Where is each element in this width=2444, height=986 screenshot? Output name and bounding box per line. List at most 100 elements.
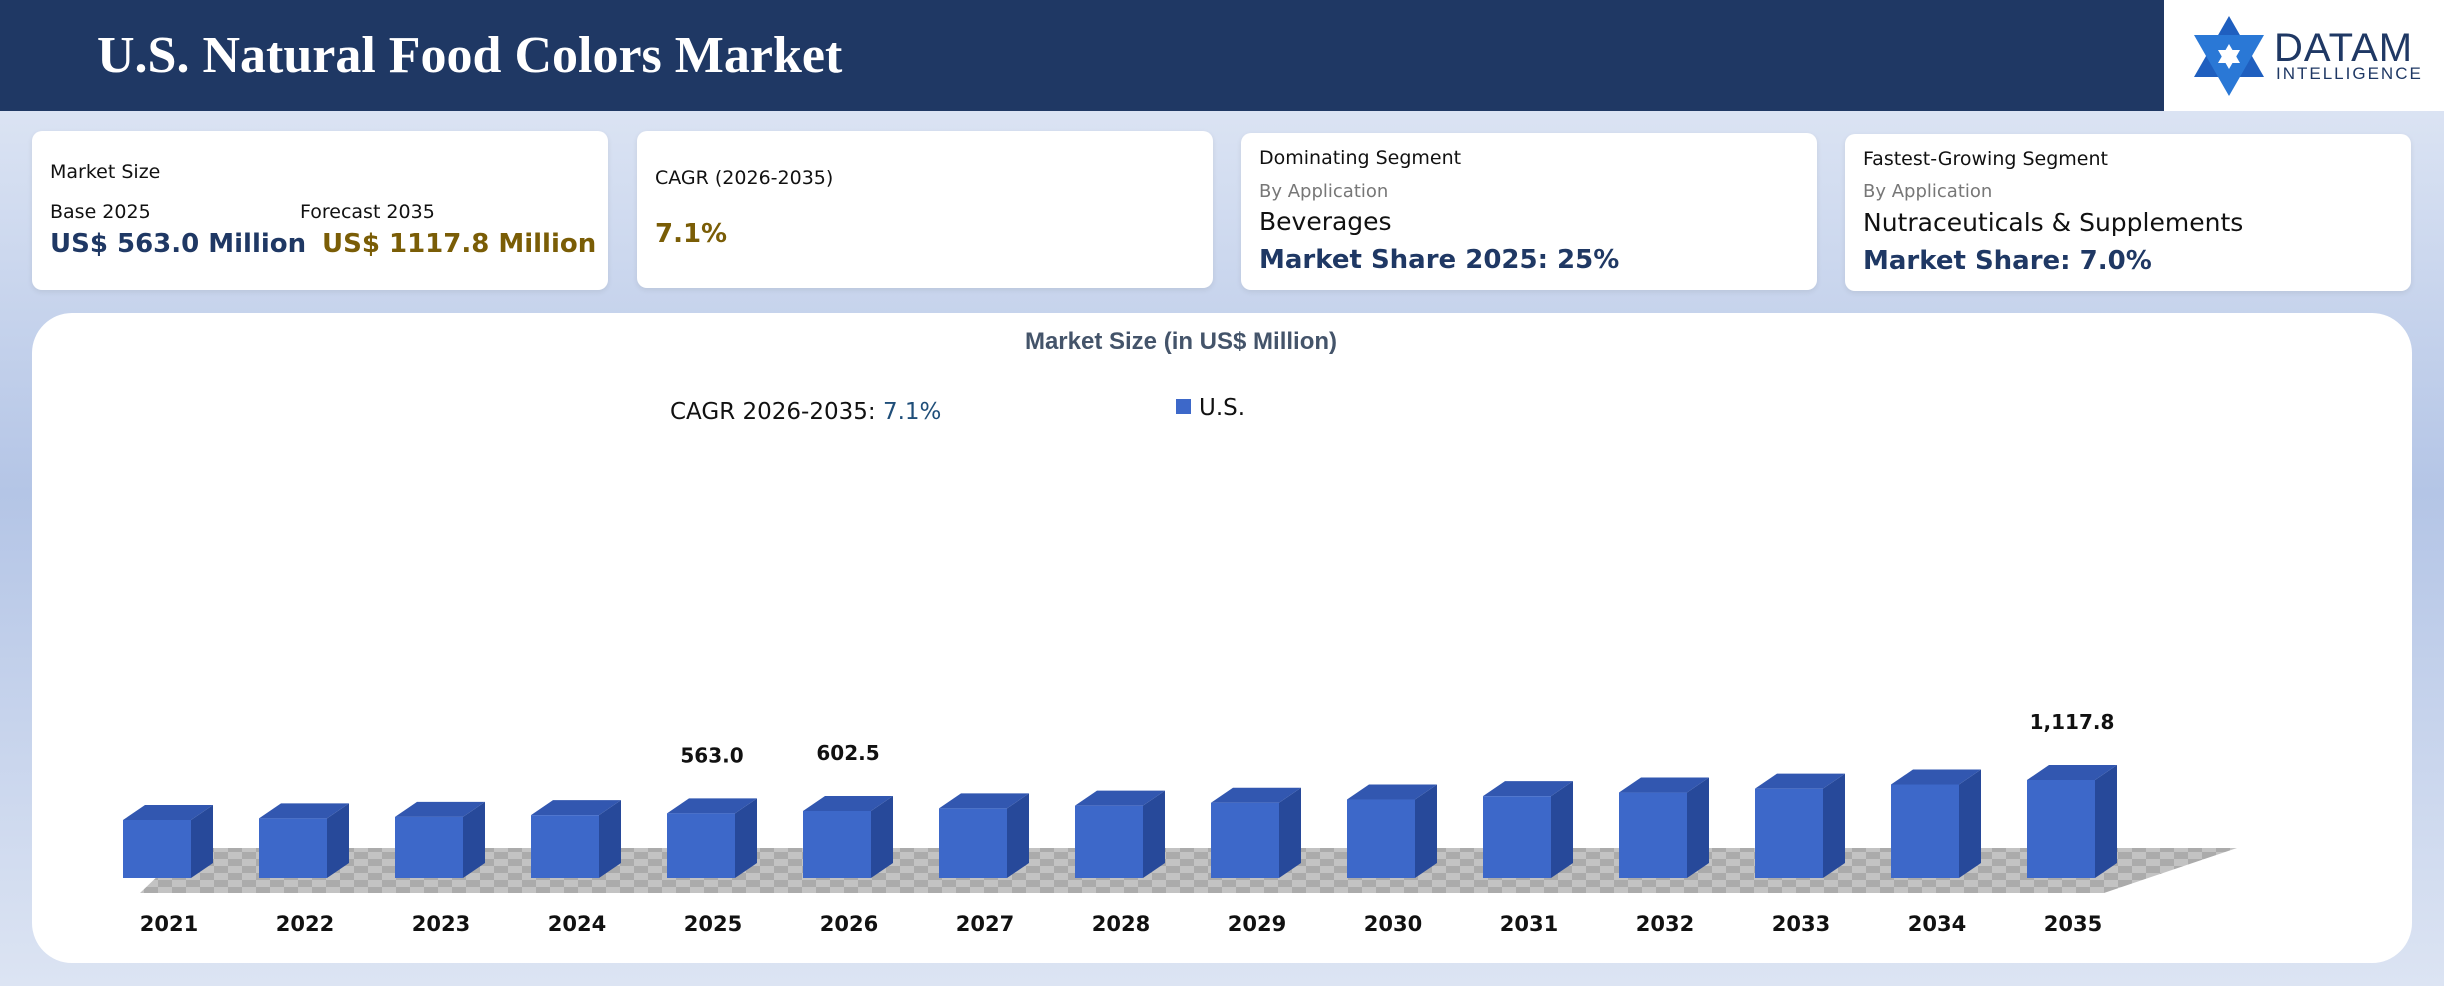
bar-top xyxy=(1619,777,1709,793)
bar-2033 xyxy=(1755,773,1845,878)
bar-2031 xyxy=(1483,781,1573,878)
legend-swatch xyxy=(1176,399,1191,414)
bar-front xyxy=(667,813,735,878)
x-tick-2025: 2025 xyxy=(684,912,742,936)
bar-top xyxy=(1755,773,1845,789)
bar-2024 xyxy=(531,800,621,878)
fastest-segment: Nutraceuticals & Supplements xyxy=(1863,208,2244,237)
dominating-segment: Beverages xyxy=(1259,207,1392,236)
bar-top xyxy=(803,795,893,811)
bar-2021 xyxy=(123,805,213,878)
bar-front xyxy=(1483,796,1551,878)
bars-group xyxy=(123,765,2117,878)
x-tick-2026: 2026 xyxy=(820,912,878,936)
bar-top xyxy=(667,798,757,814)
bar-2028 xyxy=(1075,790,1165,878)
bar-front xyxy=(1891,784,1959,878)
forecast-value: US$ 1117.8 Million xyxy=(322,229,597,259)
dominating-share: Market Share 2025: 25% xyxy=(1259,245,1620,275)
fastest-label: Fastest-Growing Segment xyxy=(1863,148,2108,170)
x-tick-2034: 2034 xyxy=(1908,912,1966,936)
bar-2030 xyxy=(1347,784,1437,878)
x-tick-2023: 2023 xyxy=(412,912,470,936)
base-label: Base 2025 xyxy=(50,201,151,223)
x-tick-2035: 2035 xyxy=(2044,912,2102,936)
cagr-annotation-label: CAGR 2026-2035: xyxy=(670,399,883,425)
logo: DATAM INTELLIGENCE xyxy=(2164,0,2444,111)
logo-name: DATAM xyxy=(2274,26,2414,70)
bar-top xyxy=(259,803,349,819)
bar-chart: Market Size (in US$ Million) CAGR 2026-2… xyxy=(123,328,2237,936)
x-tick-2030: 2030 xyxy=(1364,912,1422,936)
market-size-label: Market Size xyxy=(50,161,161,183)
x-tick-2022: 2022 xyxy=(276,912,334,936)
x-tick-labels: 2021 2022 2023 2024 2025 2026 2027 2028 2029 2030… xyxy=(140,912,2102,936)
dominating-label: Dominating Segment xyxy=(1259,147,1462,169)
bar-2035 xyxy=(2027,765,2117,878)
bar-side xyxy=(327,803,349,878)
x-tick-2024: 2024 xyxy=(548,912,606,936)
header-bar: U.S. Natural Food Colors Market xyxy=(0,0,2164,111)
dominating-segment-card: Dominating Segment By Application Bevera… xyxy=(1241,133,1817,290)
dominating-by: By Application xyxy=(1259,181,1389,202)
fastest-by: By Application xyxy=(1863,181,1993,202)
bar-side xyxy=(1007,793,1029,878)
legend-label: U.S. xyxy=(1199,395,1245,421)
cagr-label: CAGR (2026-2035) xyxy=(655,167,834,189)
bar-top xyxy=(2027,765,2117,780)
bar-top xyxy=(1075,790,1165,806)
data-labels-group: 563.0 602.5 1,117.8 xyxy=(680,710,2114,767)
bar-top xyxy=(939,793,1029,809)
bar-2027 xyxy=(939,793,1029,878)
bar-front xyxy=(1347,799,1415,878)
bar-2029 xyxy=(1211,787,1301,878)
bar-top xyxy=(1891,769,1981,785)
bar-side xyxy=(735,798,757,878)
x-tick-2027: 2027 xyxy=(956,912,1014,936)
bar-front xyxy=(1619,792,1687,878)
cagr-annotation-value: 7.1% xyxy=(883,399,941,425)
star-logo-icon xyxy=(2194,16,2264,96)
bar-side xyxy=(599,800,621,878)
bar-top xyxy=(395,801,485,817)
bar-side xyxy=(1279,787,1301,878)
bar-front xyxy=(123,820,191,878)
base-value: US$ 563.0 Million xyxy=(50,229,307,259)
bar-side xyxy=(1959,769,1981,878)
fastest-share: Market Share: 7.0% xyxy=(1863,246,2152,276)
cagr-annotation: CAGR 2026-2035: 7.1% xyxy=(670,399,941,425)
data-label-2025: 563.0 xyxy=(680,743,743,767)
bar-2026 xyxy=(803,795,893,878)
bar-top xyxy=(531,800,621,816)
page-title: U.S. Natural Food Colors Market xyxy=(97,27,843,84)
chart-floor xyxy=(140,848,2237,893)
bar-side xyxy=(1551,781,1573,878)
bar-side xyxy=(1687,777,1709,878)
bar-front xyxy=(803,810,871,878)
bar-front xyxy=(1211,802,1279,878)
fastest-growing-card: Fastest-Growing Segment By Application N… xyxy=(1845,134,2411,291)
bar-front xyxy=(259,818,327,878)
bar-side xyxy=(2095,765,2117,878)
bar-2032 xyxy=(1619,777,1709,878)
x-tick-2031: 2031 xyxy=(1500,912,1558,936)
chart-title: Market Size (in US$ Million) xyxy=(1025,328,1337,355)
cagr-value: 7.1% xyxy=(655,219,728,249)
data-label-2035: 1,117.8 xyxy=(2030,710,2115,734)
logo-subtitle: INTELLIGENCE xyxy=(2276,64,2423,83)
x-tick-2021: 2021 xyxy=(140,912,198,936)
bar-front xyxy=(531,815,599,878)
bar-side xyxy=(463,801,485,878)
market-size-card: Market Size Base 2025 Forecast 2035 US$ … xyxy=(32,131,608,290)
x-tick-2033: 2033 xyxy=(1772,912,1830,936)
bar-2025 xyxy=(667,798,757,878)
bar-side xyxy=(1823,773,1845,878)
bar-side xyxy=(1415,784,1437,878)
bar-front xyxy=(1755,788,1823,878)
bar-side xyxy=(191,805,213,878)
bar-side xyxy=(871,795,893,878)
cagr-card: CAGR (2026-2035) 7.1% xyxy=(637,131,1213,288)
bar-top xyxy=(1347,784,1437,800)
bar-front xyxy=(939,808,1007,878)
x-tick-2029: 2029 xyxy=(1228,912,1286,936)
